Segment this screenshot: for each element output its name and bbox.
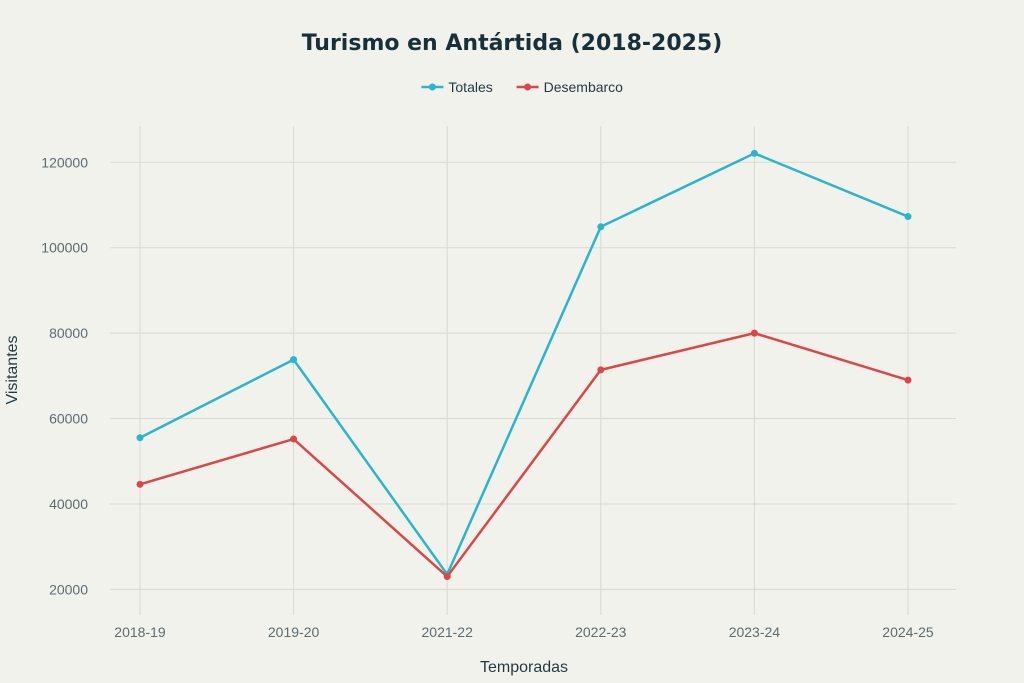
y-tick-label: 40000 [49,496,88,512]
x-tick-label: 2021-22 [422,624,474,640]
x-axis-ticks: 2018-19 2019-20 2021-22 2022-23 2023-24 2024-… [114,624,934,640]
data-point-desembarco [904,376,912,384]
data-point-totales [290,356,298,364]
data-point-totales [597,223,605,231]
legend-label-totales: Totales [448,79,492,95]
y-tick-label: 120000 [41,154,88,170]
chart-title: Turismo en Antártida (2018-2025) [302,31,723,56]
legend-label-desembarco: Desembarco [544,79,624,95]
x-tick-label: 2018-19 [114,624,166,640]
data-point-desembarco [597,366,605,374]
x-tick-label: 2024-25 [882,624,934,640]
x-tick-label: 2023-24 [729,624,781,640]
y-tick-label: 20000 [49,581,88,597]
series-line-totales [138,152,910,576]
legend-marker-totales [428,83,436,91]
data-point-totales [136,434,144,442]
data-point-totales [750,149,758,157]
data-point-desembarco [443,573,451,581]
y-tick-label: 80000 [49,325,88,341]
grid [110,126,956,615]
y-tick-label: 60000 [49,411,88,427]
legend: Totales Desembarco [421,79,623,95]
y-axis-ticks: 20000 40000 60000 80000 100000 120000 [41,154,88,597]
data-point-desembarco [290,435,298,443]
data-point-desembarco [136,480,144,488]
y-tick-label: 100000 [41,240,88,256]
y-axis-title: Visitantes [4,335,21,404]
data-point-totales [904,213,912,221]
x-tick-label: 2022-23 [575,624,627,640]
x-tick-label: 2019-20 [268,624,320,640]
series-line-desembarco [138,331,910,578]
legend-marker-desembarco [524,83,532,91]
x-axis-title: Temporadas [480,659,568,676]
data-point-desembarco [750,329,758,337]
series-group [136,149,912,581]
